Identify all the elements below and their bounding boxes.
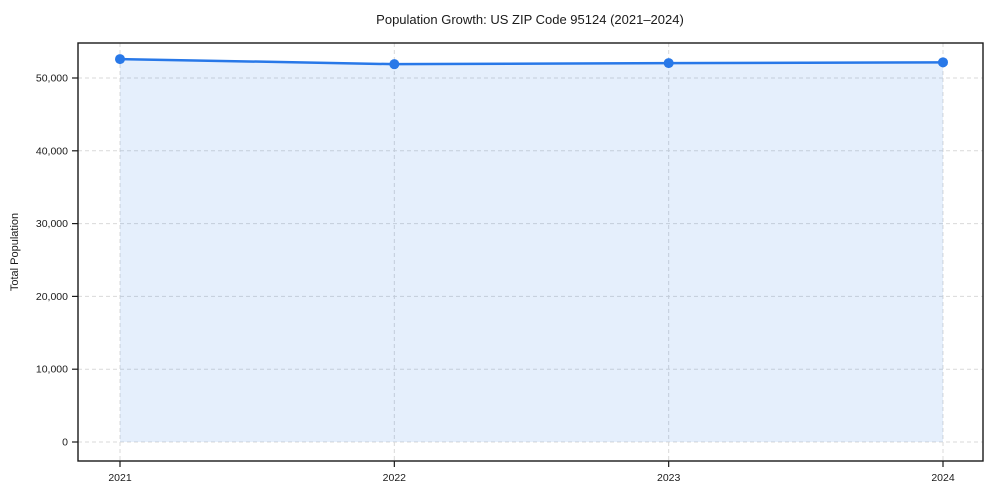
y-tick-label: 30,000 bbox=[36, 218, 68, 230]
chart-title: Population Growth: US ZIP Code 95124 (20… bbox=[376, 12, 684, 27]
y-tick-labels: 0 10,000 20,000 30,000 40,000 50,000 bbox=[36, 73, 68, 449]
y-axis-label: Total Population bbox=[9, 213, 21, 291]
y-tick-label: 10,000 bbox=[36, 364, 68, 376]
data-points bbox=[115, 54, 948, 70]
y-tick-label: 40,000 bbox=[36, 145, 68, 157]
data-point bbox=[663, 58, 674, 69]
y-tick-label: 0 bbox=[62, 437, 68, 449]
area-fill-group bbox=[120, 59, 943, 443]
data-point bbox=[938, 57, 948, 68]
area-fill bbox=[120, 59, 943, 443]
x-tick-label: 2023 bbox=[657, 472, 681, 484]
x-tick-label: 2024 bbox=[931, 472, 955, 484]
data-point bbox=[389, 59, 400, 70]
x-tick-labels: 2021 2022 2023 2024 bbox=[108, 472, 955, 484]
axis-ticks bbox=[72, 77, 944, 467]
y-tick-label: 50,000 bbox=[36, 73, 68, 85]
y-tick-label: 20,000 bbox=[36, 291, 68, 303]
data-point bbox=[115, 54, 125, 65]
trend-line bbox=[118, 57, 945, 66]
x-tick-label: 2022 bbox=[383, 472, 407, 484]
x-tick-label: 2021 bbox=[108, 472, 132, 484]
plot-border bbox=[77, 42, 984, 462]
trend-line-group bbox=[118, 57, 945, 66]
gridlines bbox=[78, 43, 983, 461]
